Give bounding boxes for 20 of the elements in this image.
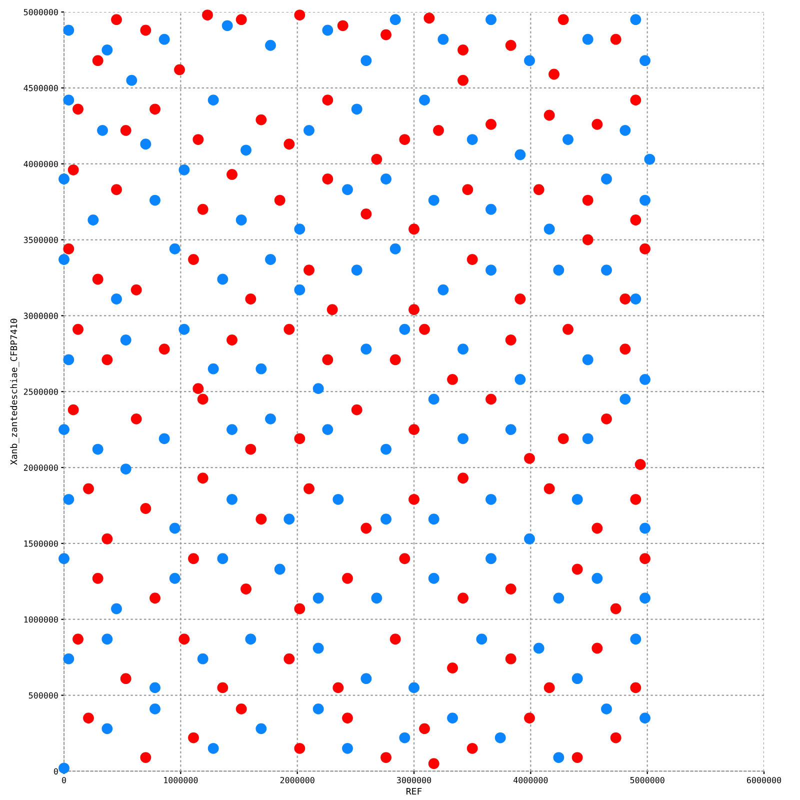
y-tick-label: 0: [54, 768, 58, 775]
x-tick-label: 1000000: [164, 776, 198, 784]
y-tick-label: 2500000: [24, 388, 58, 395]
x-tick-label: 2000000: [280, 776, 314, 784]
x-tick-label: 3000000: [397, 776, 432, 784]
x-axis-title: REF: [406, 788, 422, 795]
x-tick-label: 4000000: [514, 776, 548, 784]
x-tick-label: 5000000: [630, 776, 664, 784]
y-tick-label: 5000000: [24, 9, 58, 16]
y-tick-label: 3000000: [24, 312, 58, 319]
y-tick-label: 1500000: [24, 540, 58, 547]
y-tick-label: 4000000: [24, 160, 58, 168]
y-tick-label: 1000000: [24, 616, 58, 623]
y-axis-title: Xanb_zantedeschiae_CFBP7410: [10, 318, 20, 465]
y-tick-label: 2000000: [24, 464, 58, 471]
x-tick-label: 6000000: [746, 776, 782, 784]
x-tick-label: 0: [62, 776, 66, 784]
y-tick-label: 4500000: [24, 84, 58, 92]
y-tick-label: 3500000: [24, 236, 58, 244]
y-tick-label: 500000: [28, 692, 58, 699]
